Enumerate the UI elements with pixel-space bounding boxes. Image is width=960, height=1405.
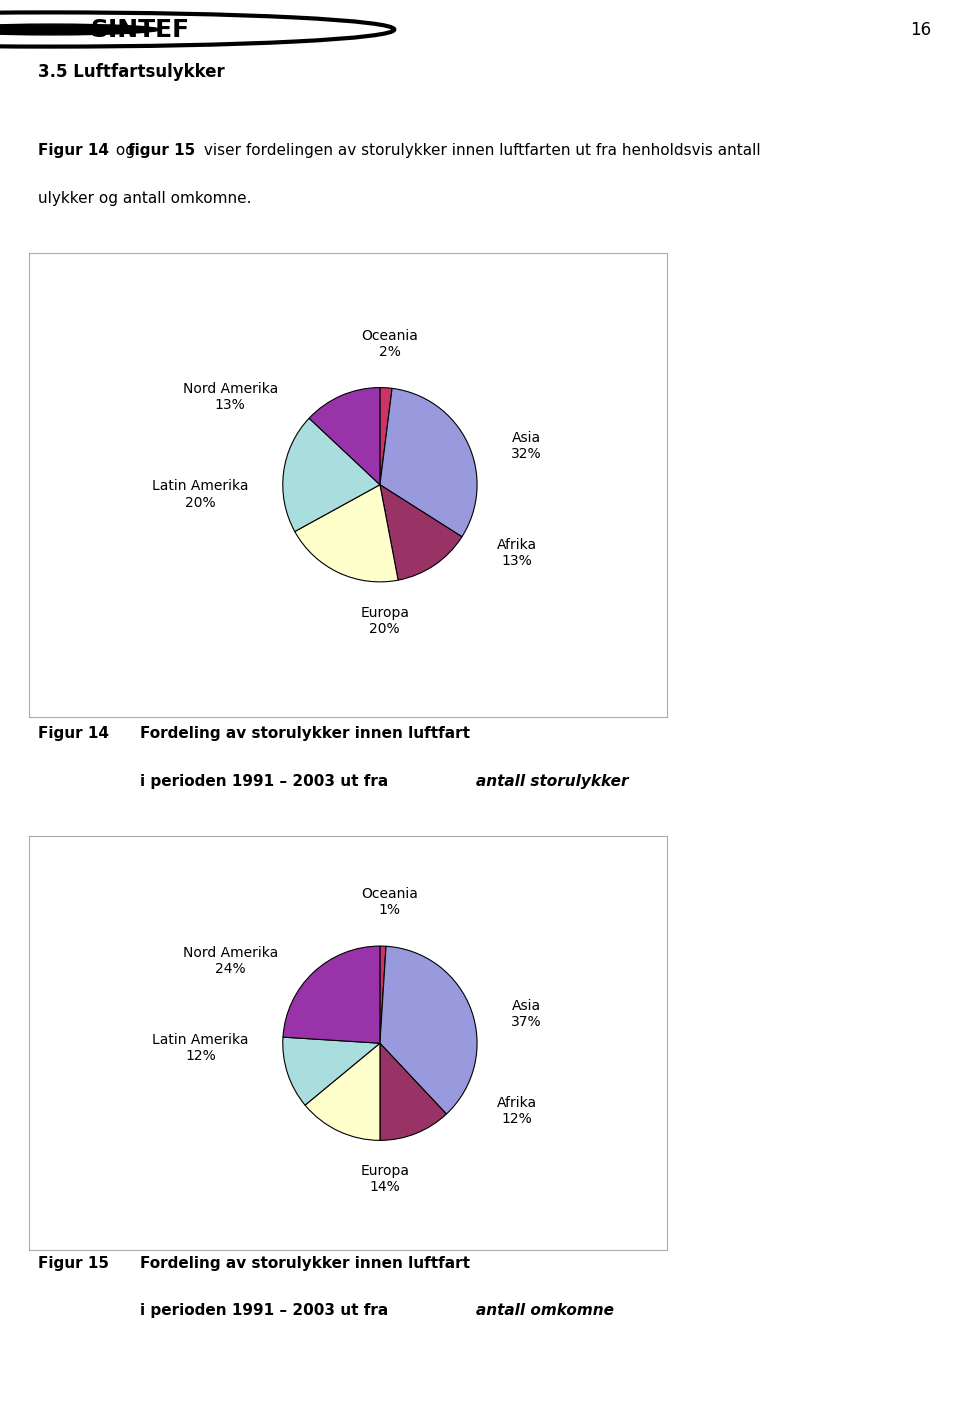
Wedge shape bbox=[309, 388, 380, 485]
Text: ulykker og antall omkomne.: ulykker og antall omkomne. bbox=[38, 191, 252, 205]
Text: Fordeling av storulykker innen luftfart: Fordeling av storulykker innen luftfart bbox=[140, 1256, 470, 1272]
Text: Europa
14%: Europa 14% bbox=[360, 1165, 409, 1194]
Wedge shape bbox=[380, 388, 477, 537]
Text: viser fordelingen av storulykker innen luftfarten ut fra henholdsvis antall: viser fordelingen av storulykker innen l… bbox=[199, 143, 760, 159]
Text: Nord Amerika
24%: Nord Amerika 24% bbox=[182, 946, 277, 975]
Wedge shape bbox=[305, 1043, 380, 1141]
Text: antall storulykker: antall storulykker bbox=[475, 774, 628, 788]
Wedge shape bbox=[283, 946, 380, 1043]
Text: Latin Amerika
12%: Latin Amerika 12% bbox=[153, 1033, 249, 1064]
Text: i perioden 1991 – 2003 ut fra: i perioden 1991 – 2003 ut fra bbox=[140, 774, 394, 788]
Text: Figur 14: Figur 14 bbox=[38, 143, 109, 159]
Text: Afrika
12%: Afrika 12% bbox=[496, 1096, 537, 1127]
Text: Figur 15: Figur 15 bbox=[38, 1256, 109, 1272]
Wedge shape bbox=[380, 1043, 446, 1141]
Text: Asia
32%: Asia 32% bbox=[511, 431, 541, 461]
Text: SINTEF: SINTEF bbox=[90, 17, 189, 42]
Text: Europa
20%: Europa 20% bbox=[360, 606, 409, 636]
Wedge shape bbox=[380, 946, 477, 1114]
Circle shape bbox=[0, 24, 159, 35]
Wedge shape bbox=[380, 485, 462, 580]
Text: Nord Amerika
13%: Nord Amerika 13% bbox=[182, 382, 277, 413]
Circle shape bbox=[0, 20, 250, 39]
Wedge shape bbox=[283, 419, 380, 531]
Text: Fordeling av storulykker innen luftfart: Fordeling av storulykker innen luftfart bbox=[140, 726, 470, 742]
Text: antall omkomne: antall omkomne bbox=[475, 1304, 613, 1318]
Text: Figur 14: Figur 14 bbox=[38, 726, 109, 742]
Text: Oceania
2%: Oceania 2% bbox=[361, 329, 418, 358]
Wedge shape bbox=[295, 485, 398, 582]
Text: Afrika
13%: Afrika 13% bbox=[496, 538, 537, 568]
Text: 16: 16 bbox=[910, 21, 931, 38]
Text: Asia
37%: Asia 37% bbox=[511, 999, 541, 1030]
Wedge shape bbox=[380, 388, 392, 485]
Wedge shape bbox=[380, 946, 386, 1043]
Text: i perioden 1991 – 2003 ut fra: i perioden 1991 – 2003 ut fra bbox=[140, 1304, 394, 1318]
Wedge shape bbox=[283, 1037, 380, 1106]
Text: figur 15: figur 15 bbox=[129, 143, 196, 159]
Text: Latin Amerika
20%: Latin Amerika 20% bbox=[153, 479, 249, 510]
Text: 3.5 Luftfartsulykker: 3.5 Luftfartsulykker bbox=[38, 63, 226, 81]
Text: Oceania
1%: Oceania 1% bbox=[361, 887, 418, 917]
Text: og: og bbox=[110, 143, 140, 159]
